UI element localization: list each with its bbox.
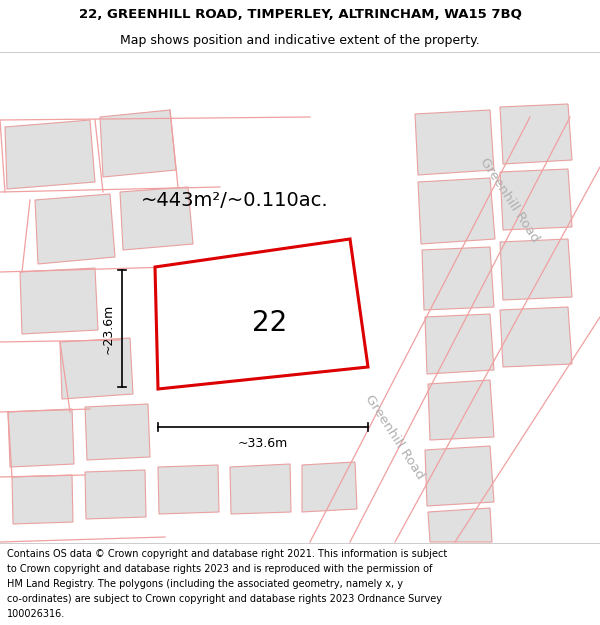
Text: ~33.6m: ~33.6m xyxy=(238,438,288,451)
Polygon shape xyxy=(425,314,494,374)
Text: Contains OS data © Crown copyright and database right 2021. This information is : Contains OS data © Crown copyright and d… xyxy=(7,549,448,559)
Polygon shape xyxy=(60,338,133,399)
Polygon shape xyxy=(120,187,193,250)
Text: 22: 22 xyxy=(252,309,287,338)
Text: ~443m²/~0.110ac.: ~443m²/~0.110ac. xyxy=(141,191,329,209)
Text: 22, GREENHILL ROAD, TIMPERLEY, ALTRINCHAM, WA15 7BQ: 22, GREENHILL ROAD, TIMPERLEY, ALTRINCHA… xyxy=(79,8,521,21)
Text: 100026316.: 100026316. xyxy=(7,609,65,619)
Polygon shape xyxy=(500,239,572,300)
Polygon shape xyxy=(85,470,146,519)
Polygon shape xyxy=(500,307,572,367)
Polygon shape xyxy=(230,464,291,514)
Text: Greenhill Road: Greenhill Road xyxy=(478,156,542,244)
Polygon shape xyxy=(158,465,219,514)
Polygon shape xyxy=(415,110,494,175)
Polygon shape xyxy=(418,178,495,244)
Polygon shape xyxy=(100,110,176,177)
Polygon shape xyxy=(5,120,95,189)
Polygon shape xyxy=(8,409,74,467)
Text: to Crown copyright and database rights 2023 and is reproduced with the permissio: to Crown copyright and database rights 2… xyxy=(7,564,433,574)
Polygon shape xyxy=(500,169,572,230)
Polygon shape xyxy=(20,268,98,334)
Polygon shape xyxy=(155,239,368,389)
Polygon shape xyxy=(302,462,357,512)
Polygon shape xyxy=(500,104,572,164)
Polygon shape xyxy=(35,194,115,264)
Polygon shape xyxy=(428,380,494,440)
Text: Map shows position and indicative extent of the property.: Map shows position and indicative extent… xyxy=(120,34,480,47)
Polygon shape xyxy=(12,475,73,524)
Text: Greenhill Road: Greenhill Road xyxy=(363,392,427,481)
Text: ~23.6m: ~23.6m xyxy=(101,303,115,354)
Polygon shape xyxy=(425,446,494,506)
Polygon shape xyxy=(428,508,492,542)
Polygon shape xyxy=(85,404,150,460)
Text: HM Land Registry. The polygons (including the associated geometry, namely x, y: HM Land Registry. The polygons (includin… xyxy=(7,579,403,589)
Polygon shape xyxy=(422,247,494,310)
Text: co-ordinates) are subject to Crown copyright and database rights 2023 Ordnance S: co-ordinates) are subject to Crown copyr… xyxy=(7,594,442,604)
